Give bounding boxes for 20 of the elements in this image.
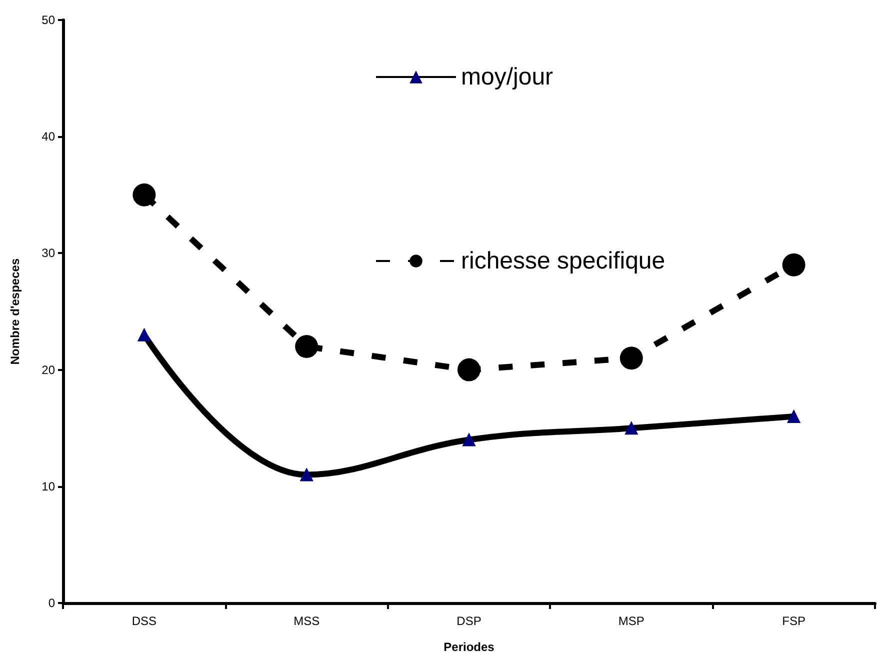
x-tick-label: MSP — [618, 614, 644, 628]
point — [132, 183, 156, 206]
y-tick-label: 20 — [42, 362, 56, 377]
x-tick-label: FSP — [782, 614, 806, 628]
x-tick-label: DSP — [456, 614, 482, 628]
point — [295, 334, 318, 358]
y-tick-label: 10 — [42, 479, 56, 494]
point — [620, 346, 643, 370]
y-tick-label: 50 — [42, 13, 56, 27]
point — [782, 253, 806, 276]
legend-label: richesse specifique — [461, 248, 666, 274]
x-tick-label: MSS — [294, 614, 320, 628]
point — [458, 358, 480, 382]
y-axis-title: Nombre d'especes — [8, 258, 22, 365]
y-tick-label: 0 — [48, 596, 56, 610]
y-tick-label: 40 — [42, 130, 56, 144]
x-tick-label: DSS — [132, 614, 157, 628]
x-axis-title: Periodes — [444, 640, 495, 654]
legend-label: moy/jour — [461, 64, 554, 90]
y-tick-label: 30 — [42, 246, 56, 260]
